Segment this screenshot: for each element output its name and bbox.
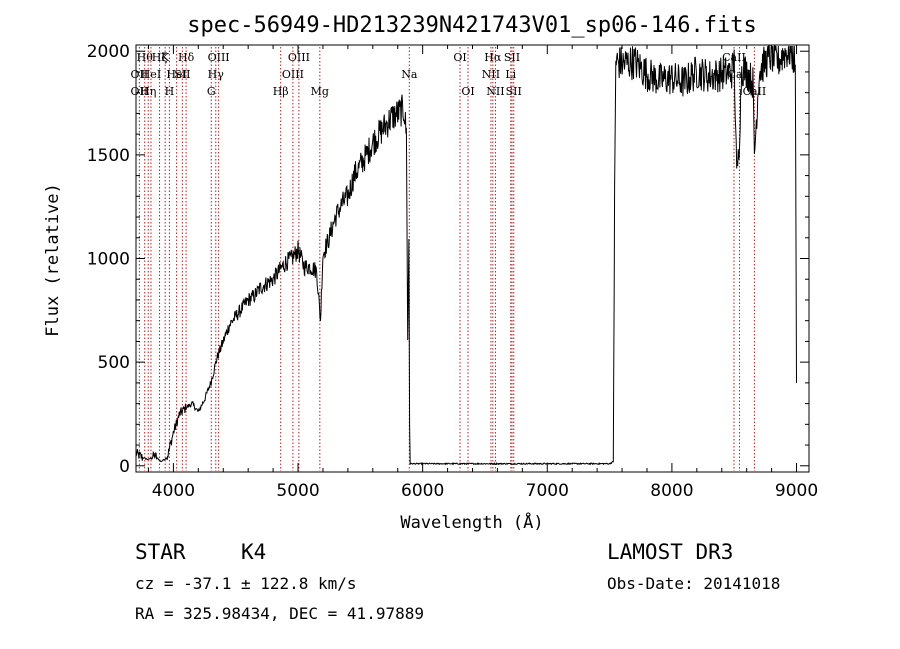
x-tick-label: 4000 <box>152 481 195 501</box>
x-tick-label: 5000 <box>276 481 319 501</box>
line-marker-label: SII <box>174 68 190 81</box>
line-marker-labels: OIIOIIHθHηHeIHζKHHeISIIHδGHγOIIIHβOIIIOI… <box>131 51 767 98</box>
flux-series <box>135 45 797 466</box>
line-marker-label: OIII <box>282 68 304 81</box>
line-marker-label: Na <box>401 68 418 81</box>
line-marker-label: SII <box>504 51 520 64</box>
line-marker-label: OIII <box>208 51 230 64</box>
chart-title: spec-56949-HD213239N421743V01_sp06-146.f… <box>187 13 757 38</box>
x-tick-label: 9000 <box>775 481 818 501</box>
plot-frame <box>135 44 810 473</box>
survey-name: LAMOST DR3 <box>607 540 734 564</box>
line-marker-label: Hζ <box>152 51 168 64</box>
flux-line <box>135 45 797 466</box>
line-marker-label: NII <box>482 68 500 81</box>
line-marker-label: Li <box>505 68 516 81</box>
line-marker-label: Hη <box>140 85 156 98</box>
line-marker-label: OIII <box>288 51 310 64</box>
line-marker-label: Hδ <box>178 51 195 64</box>
x-tick-label: 8000 <box>650 481 693 501</box>
line-marker-label: HeI <box>166 68 186 81</box>
y-tick-label: 0 <box>119 457 130 477</box>
object-class: STAR <box>135 540 186 564</box>
line-marker-label: OI <box>453 51 466 64</box>
redshift-text: cz = -37.1 ± 122.8 km/s <box>135 574 357 593</box>
line-marker-label: Hα <box>484 51 502 64</box>
line-marker-label: Hγ <box>208 68 225 81</box>
line-marker-label: OII <box>131 85 149 98</box>
line-marker-label: NII <box>486 85 504 98</box>
y-tick-label: 1500 <box>87 146 130 166</box>
line-marker-label: Mg <box>311 85 329 98</box>
line-marker-label: OII <box>131 68 149 81</box>
line-markers <box>138 47 755 471</box>
spectrum-chart: spec-56949-HD213239N421743V01_sp06-146.f… <box>43 13 818 533</box>
line-marker-label: G <box>207 85 216 98</box>
line-marker-label: K <box>161 51 170 64</box>
line-marker-label: SII <box>506 85 522 98</box>
line-marker-label: HeI <box>141 68 161 81</box>
y-tick-label: 2000 <box>87 42 130 62</box>
line-marker-label: Hθ <box>137 51 154 64</box>
y-tick-label: 1000 <box>87 250 130 270</box>
x-tick-label: 7000 <box>526 481 569 501</box>
subclass: K4 <box>241 540 267 564</box>
line-marker-label: H <box>165 85 175 98</box>
coordinates-text: RA = 325.98434, DEC = 41.97889 <box>135 604 424 623</box>
obs-date: Obs-Date: 20141018 <box>607 574 781 593</box>
y-axis-label: Flux (relative) <box>43 183 63 337</box>
x-axis-label: Wavelength (Å) <box>400 511 543 533</box>
x-axis-ticks: 4000 5000 6000 7000 8000 9000 <box>147 45 818 501</box>
y-axis-ticks: 0 500 1000 1500 2000 <box>87 42 809 477</box>
line-marker-label: Hβ <box>273 85 289 98</box>
line-marker-label: OI <box>461 85 474 98</box>
x-tick-label: 6000 <box>401 481 444 501</box>
y-tick-label: 500 <box>98 353 130 373</box>
